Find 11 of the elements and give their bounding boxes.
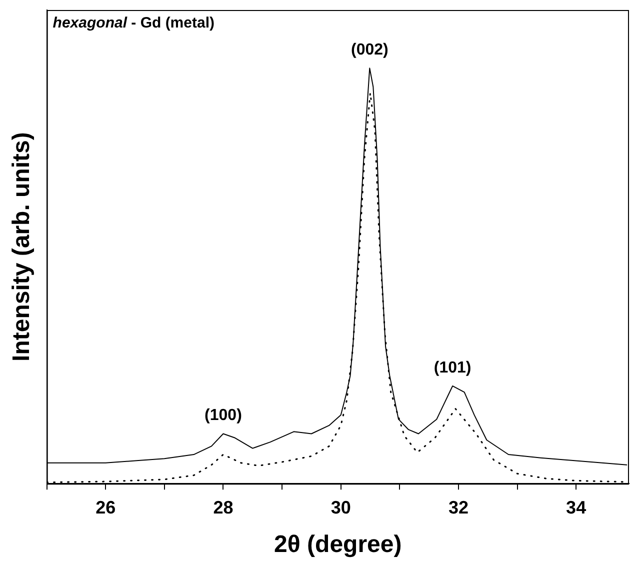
chart-title: hexagonal - Gd (metal) <box>52 14 215 32</box>
x-tick-label: 30 <box>330 497 351 518</box>
annotation: (002) <box>350 42 388 59</box>
x-tick-label: 28 <box>213 497 234 518</box>
x-tick-label: 32 <box>448 497 468 518</box>
x-axis-title: 2θ (degree) <box>274 531 402 558</box>
x-tick-label: 34 <box>566 497 586 518</box>
annotation: (101) <box>434 359 472 376</box>
annotation: (100) <box>204 407 242 424</box>
x-tick-label: 26 <box>96 497 116 518</box>
y-axis-title: Intensity (arb. units) <box>8 132 36 362</box>
